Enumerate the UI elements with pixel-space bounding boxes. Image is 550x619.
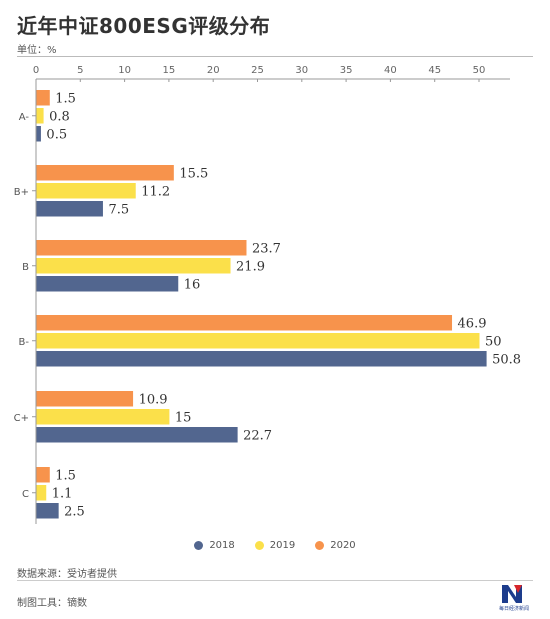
bar-2018-A- bbox=[36, 126, 41, 142]
bar-chart: 0 5 10 15 20 25 30 35 40 45 50 A- 1.5 0.8 0.5 B+ 15.5 11.… bbox=[14, 65, 521, 524]
data-label: 1.5 bbox=[55, 92, 76, 107]
legend-swatch bbox=[254, 541, 264, 550]
data-label: 10.9 bbox=[139, 393, 168, 408]
legend-item-2019: 2019 bbox=[254, 540, 296, 551]
legend-item-2020: 2020 bbox=[315, 540, 356, 551]
data-label: 22.7 bbox=[243, 429, 272, 444]
x-tick-label: 25 bbox=[251, 65, 264, 76]
bar-2018-B bbox=[36, 276, 179, 292]
data-label: 15.5 bbox=[179, 167, 208, 182]
newspaper-logo-icon: 每日经济新闻 bbox=[499, 585, 529, 612]
data-label: 1.5 bbox=[55, 469, 76, 484]
category-label: B+ bbox=[14, 187, 29, 198]
x-tick-label: 0 bbox=[33, 65, 39, 76]
bar-2018-C+ bbox=[36, 427, 238, 443]
x-tick-label: 35 bbox=[340, 65, 353, 76]
bar-2020-A- bbox=[36, 90, 50, 106]
data-source: 数据来源：受访者提供 bbox=[17, 569, 117, 580]
bar-2020-B- bbox=[36, 315, 453, 331]
data-label: 23.7 bbox=[252, 242, 281, 257]
category-label: C bbox=[22, 489, 29, 500]
x-tick-label: 50 bbox=[473, 65, 486, 76]
x-tick-label: 10 bbox=[118, 65, 131, 76]
chart-legend: 2018 2019 2020 bbox=[0, 540, 550, 551]
data-label: 0.5 bbox=[46, 128, 67, 143]
bar-2020-B+ bbox=[36, 165, 174, 181]
legend-swatch bbox=[315, 541, 325, 550]
data-label: 15 bbox=[175, 411, 192, 426]
x-tick-label: 5 bbox=[77, 65, 83, 76]
legend-label: 2018 bbox=[209, 540, 235, 551]
category-label: C+ bbox=[14, 413, 29, 424]
bar-2019-B- bbox=[36, 333, 480, 349]
bar-2019-A- bbox=[36, 108, 44, 124]
bar-2018-B+ bbox=[36, 201, 103, 217]
data-label: 46.9 bbox=[458, 317, 487, 332]
legend-label: 2020 bbox=[330, 540, 356, 551]
legend-item-2018: 2018 bbox=[194, 540, 235, 551]
bar-2020-C bbox=[36, 467, 50, 483]
footer-divider bbox=[17, 580, 533, 581]
category-label: B- bbox=[19, 337, 30, 348]
x-tick-label: 40 bbox=[384, 65, 397, 76]
x-tick-label: 20 bbox=[207, 65, 220, 76]
bar-2019-C+ bbox=[36, 409, 170, 425]
bar-2020-B bbox=[36, 240, 247, 256]
bar-2019-B bbox=[36, 258, 231, 274]
category-label: B bbox=[22, 262, 29, 273]
x-tick-label: 45 bbox=[428, 65, 441, 76]
data-label: 50 bbox=[485, 335, 502, 350]
data-label: 0.8 bbox=[49, 110, 70, 125]
data-label: 16 bbox=[184, 278, 201, 293]
data-label: 21.9 bbox=[236, 260, 265, 275]
bar-2018-B- bbox=[36, 351, 487, 367]
x-tick-label: 30 bbox=[295, 65, 308, 76]
data-label: 11.2 bbox=[141, 185, 170, 200]
data-label: 50.8 bbox=[492, 353, 521, 368]
data-label: 7.5 bbox=[108, 203, 129, 218]
bar-2018-C bbox=[36, 503, 59, 519]
bar-2020-C+ bbox=[36, 391, 134, 407]
chart-title: 近年中证800ESG评级分布 bbox=[17, 14, 271, 38]
logo-text: 每日经济新闻 bbox=[499, 605, 529, 612]
chart-tool: 制图工具：镝数 bbox=[17, 598, 87, 609]
legend-label: 2019 bbox=[269, 540, 296, 551]
bar-2019-C bbox=[36, 485, 47, 501]
category-label: A- bbox=[19, 112, 30, 123]
legend-swatch bbox=[194, 541, 204, 550]
data-label: 1.1 bbox=[52, 487, 73, 502]
title-divider bbox=[17, 56, 533, 57]
data-label: 2.5 bbox=[64, 505, 85, 520]
bar-2019-B+ bbox=[36, 183, 136, 199]
unit-label: 单位：% bbox=[17, 45, 57, 56]
x-tick-label: 15 bbox=[163, 65, 176, 76]
